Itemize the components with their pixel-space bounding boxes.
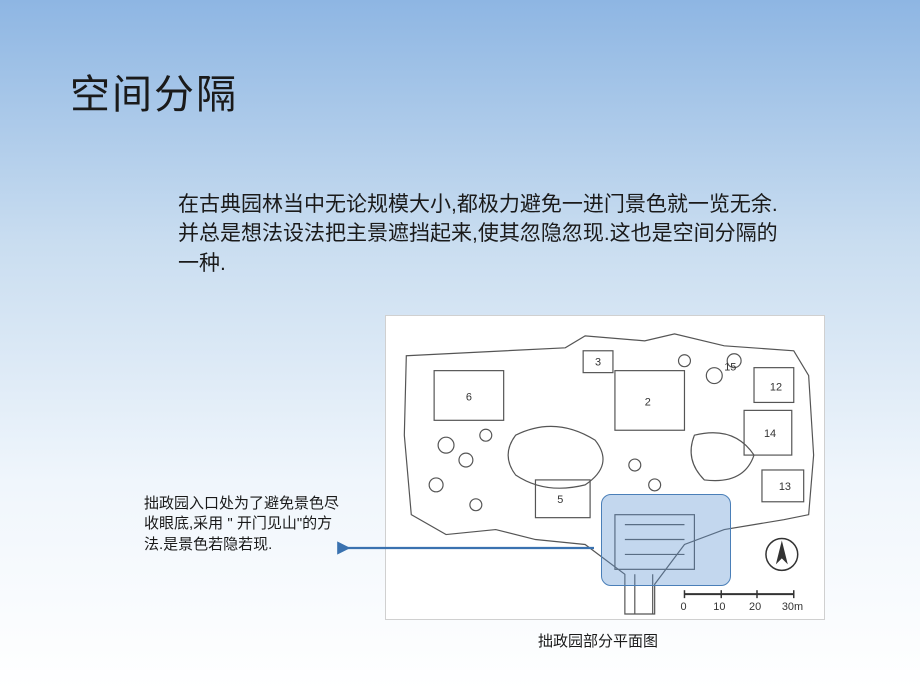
body-paragraph: 在古典园林当中无论规模大小,都极力避免一进门景色就一览无余.并总是想法设法把主景… <box>178 190 798 278</box>
room-label: 15 <box>724 362 736 374</box>
svg-text:0: 0 <box>681 601 687 613</box>
room-label: 3 <box>595 357 601 369</box>
svg-text:20: 20 <box>749 601 761 613</box>
room-label: 13 <box>779 481 791 493</box>
slide: 空间分隔 在古典园林当中无论规模大小,都极力避免一进门景色就一览无余.并总是想法… <box>0 0 920 690</box>
scale-bar: 0 10 20 30m <box>681 590 804 613</box>
slide-title: 空间分隔 <box>70 62 238 120</box>
room-label: 14 <box>764 428 776 440</box>
callout-arrow <box>340 530 600 570</box>
room-label: 5 <box>557 494 563 506</box>
figure-caption: 拙政园部分平面图 <box>538 630 658 651</box>
floorplan-image: 6 3 2 15 12 14 13 5 0 1 <box>385 315 825 620</box>
svg-text:30m: 30m <box>782 601 803 613</box>
annotation-caption: 拙政园入口处为了避免景色尽收眼底,采用 " 开门见山"的方法.是景色若隐若现. <box>144 494 344 555</box>
svg-text:10: 10 <box>713 601 725 613</box>
highlight-overlay <box>601 494 731 586</box>
room-label: 12 <box>770 382 782 394</box>
room-label: 2 <box>645 396 651 408</box>
room-label: 6 <box>466 391 472 403</box>
north-arrow-icon <box>766 539 798 571</box>
